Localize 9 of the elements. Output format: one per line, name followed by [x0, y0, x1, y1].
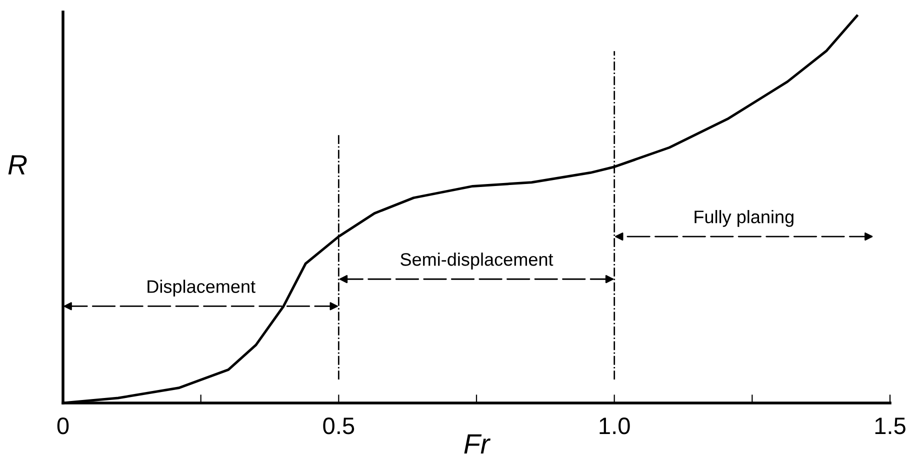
x-tick-label: 1.5: [875, 418, 906, 434]
x-tick-label: 0: [57, 418, 69, 434]
annotation: Fully planing: [694, 210, 794, 227]
annotation: Semi-displacement: [400, 252, 554, 270]
x-axis-title: Fr: [464, 434, 491, 454]
x-tick-label: 0.5: [323, 418, 354, 434]
annotation: Displacement: [148, 280, 256, 297]
y-axis-title: R: [8, 155, 27, 174]
x-tick-label: 1.0: [600, 418, 630, 434]
